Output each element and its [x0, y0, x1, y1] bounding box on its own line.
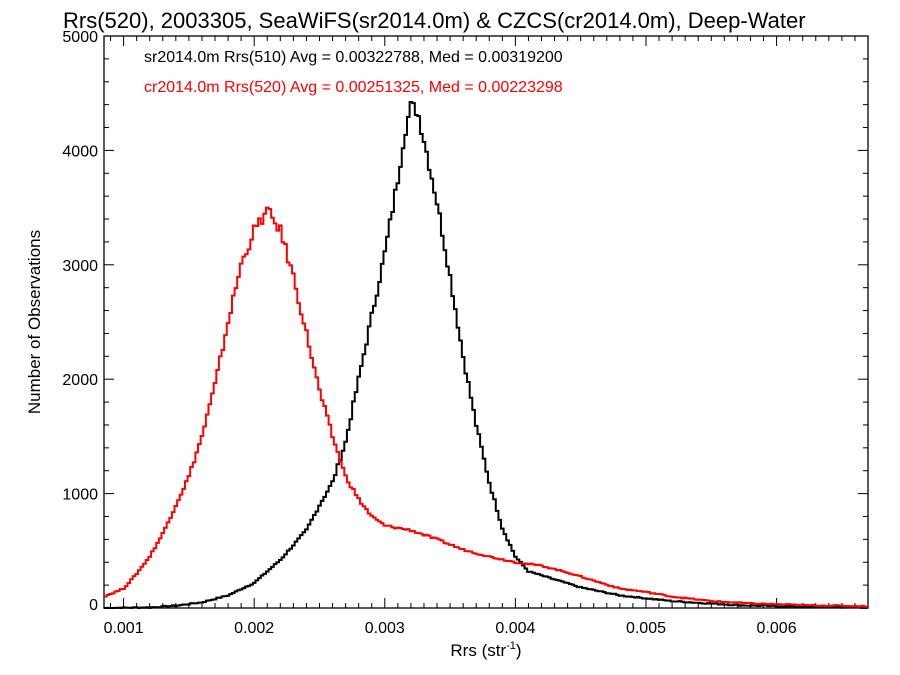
y-tick-label: 4000 — [62, 143, 98, 160]
plot-frame — [103, 35, 869, 609]
x-tick-label: 0.002 — [234, 620, 274, 637]
y-tick-label: 2000 — [62, 372, 98, 389]
series-layer — [104, 100, 868, 609]
chart-title: Rrs(520), 2003305, SeaWiFS(sr2014.0m) & … — [63, 8, 806, 33]
x-axis: 0.001 0.002 0.003 0.004 0.005 0.006 — [104, 36, 856, 637]
x-tick-label: 0.004 — [495, 620, 535, 637]
legend-entry-sr2014: sr2014.0m Rrs(510) Avg = 0.00322788, Med… — [144, 49, 563, 66]
y-tick-label: 0 — [89, 597, 98, 614]
x-tick-label: 0.003 — [365, 620, 405, 637]
y-tick-label: 3000 — [62, 258, 98, 275]
x-tick-label: 0.001 — [104, 620, 144, 637]
legend-entry-cr2014: cr2014.0m Rrs(520) Avg = 0.00251325, Med… — [144, 79, 563, 96]
series-line-cr2014 — [104, 206, 868, 608]
series-line-sr2014 — [104, 100, 868, 609]
y-axis-label: Number of Observations — [25, 230, 44, 414]
legend: sr2014.0m Rrs(510) Avg = 0.00322788, Med… — [144, 49, 563, 96]
y-axis: 0 1000 2000 3000 4000 5000 — [62, 29, 868, 614]
y-tick-label: 5000 — [62, 29, 98, 46]
x-axis-label: Rrs (str-1) — [450, 640, 521, 660]
x-tick-label: 0.006 — [757, 620, 797, 637]
x-tick-label: 0.005 — [626, 620, 666, 637]
y-tick-label: 1000 — [62, 487, 98, 504]
